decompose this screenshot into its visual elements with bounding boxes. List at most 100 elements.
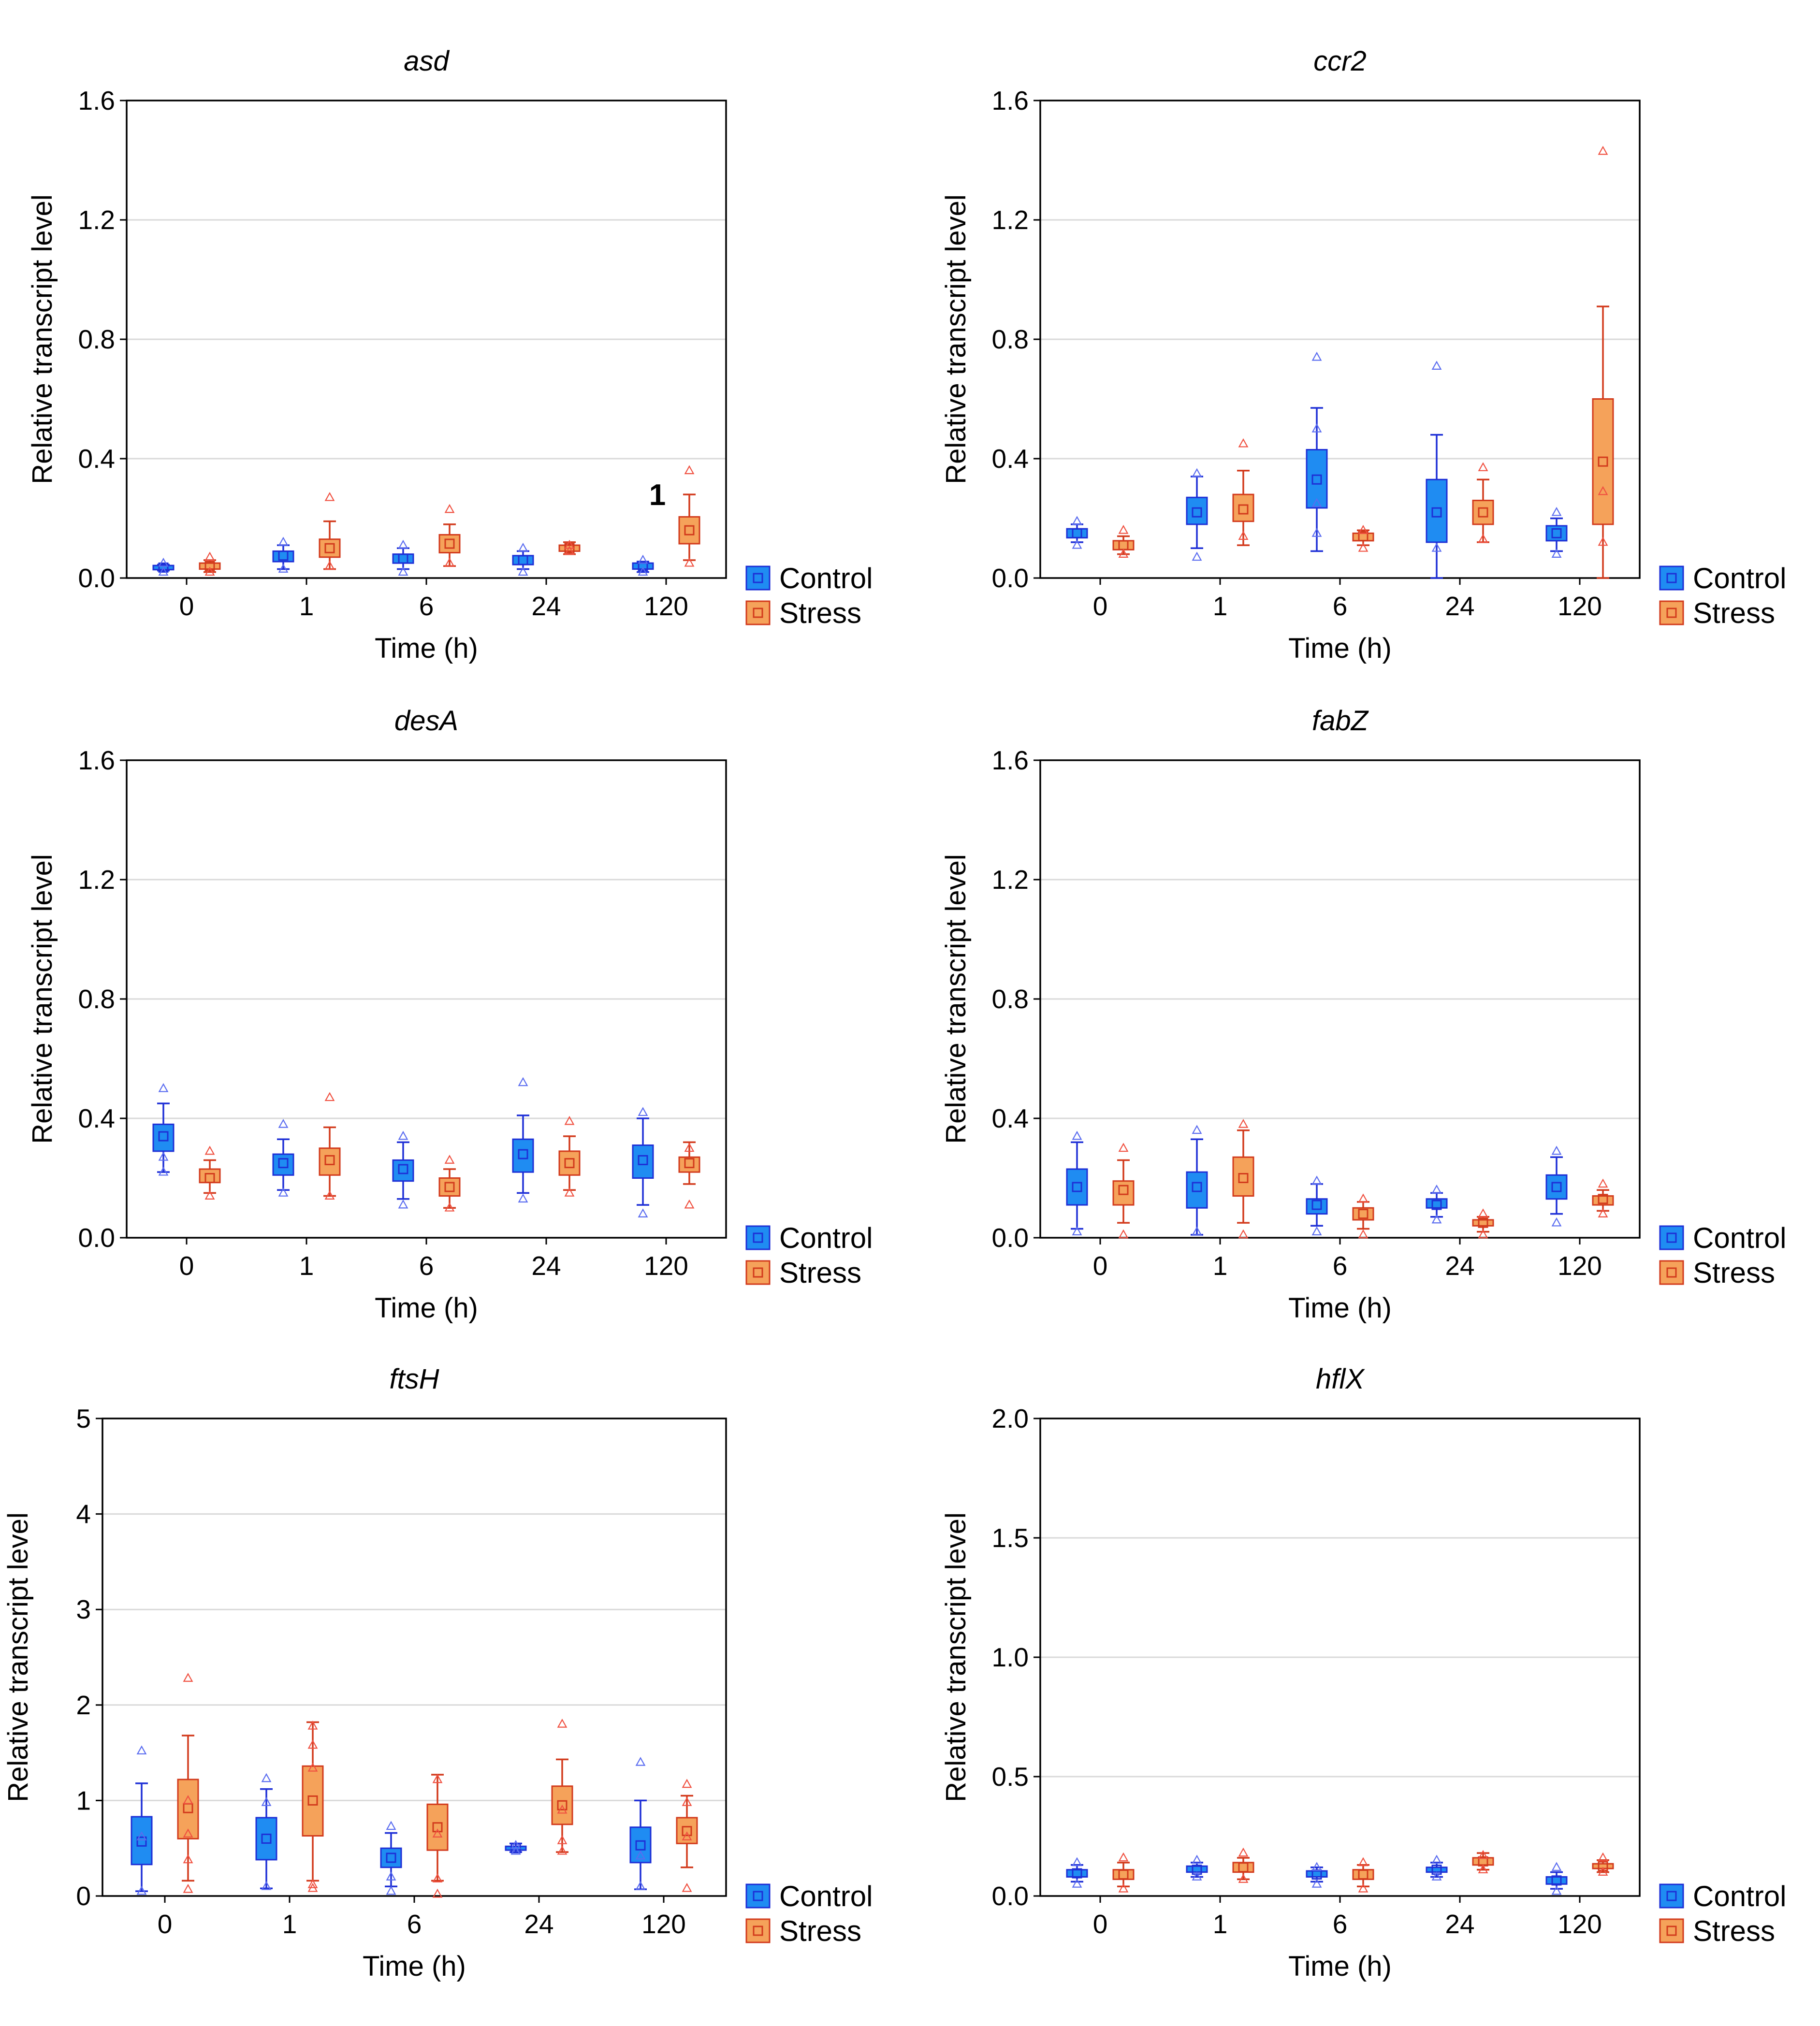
data-point [136, 1885, 147, 1895]
box-stress-1 [319, 492, 341, 570]
box-control-1 [272, 1119, 294, 1197]
x-axis-label: Time (h) [1288, 1292, 1392, 1324]
data-point [158, 1152, 169, 1161]
x-tick-label: 120 [1558, 591, 1602, 621]
mean-marker [1431, 1865, 1442, 1875]
data-point [1238, 1874, 1249, 1883]
data-point [444, 1202, 455, 1212]
box-body [676, 1817, 698, 1844]
data-point [1118, 1229, 1129, 1239]
data-point [1598, 536, 1608, 546]
x-tick-label: 1 [282, 1909, 297, 1939]
data-point [1551, 506, 1562, 516]
mean-marker [1238, 504, 1249, 515]
y-tick-label: 1.6 [992, 86, 1029, 116]
data-point [684, 1143, 695, 1152]
mean-marker [432, 1822, 443, 1833]
y-tick-label: 2 [76, 1690, 91, 1720]
box-body [629, 1826, 652, 1864]
box-stress-24 [558, 1115, 581, 1197]
legend-swatch-stress [1659, 600, 1684, 625]
data-point [261, 1773, 272, 1782]
data-point [183, 1854, 193, 1864]
data-point [307, 1762, 318, 1772]
data-point [1238, 1847, 1249, 1857]
x-tick-label: 6 [419, 1251, 434, 1281]
data-point [1311, 1226, 1322, 1236]
mean-marker [158, 1131, 169, 1142]
annotation-label: 1 [649, 478, 666, 512]
x-tick-label: 0 [158, 1909, 173, 1939]
legend-mean-marker [753, 608, 763, 618]
box-control-6 [392, 1130, 414, 1209]
mean-marker [1072, 1182, 1082, 1192]
data-point [1192, 1854, 1202, 1864]
data-point [1072, 516, 1082, 525]
box-body [1426, 478, 1448, 543]
box-control-6 [1306, 1862, 1328, 1888]
data-point [564, 1187, 575, 1197]
mean-marker [204, 561, 215, 571]
box-body [1306, 1870, 1328, 1878]
legend-mean-marker [753, 1891, 763, 1901]
data-point [183, 1673, 193, 1682]
y-tick-label: 0.4 [78, 444, 115, 474]
x-tick-label: 1 [299, 591, 314, 621]
data-point [278, 564, 289, 573]
data-point [1358, 1883, 1369, 1893]
box-stress-1 [1232, 1847, 1254, 1883]
data-point [1238, 1229, 1249, 1239]
x-tick-label: 0 [179, 591, 194, 621]
box-body [1426, 1867, 1448, 1873]
y-tick-label: 3 [76, 1594, 91, 1624]
box-stress-6 [1352, 524, 1374, 552]
data-point [307, 1739, 318, 1749]
data-point [278, 1187, 289, 1197]
data-point [204, 551, 215, 561]
box-control-0 [1066, 516, 1088, 549]
box-stress-1 [302, 1721, 324, 1892]
data-point [518, 566, 528, 576]
data-point [1431, 1214, 1442, 1224]
x-tick-label: 6 [1333, 1909, 1348, 1939]
mean-marker [1358, 531, 1369, 542]
box-body [319, 1147, 341, 1176]
y-tick-label: 1.6 [992, 745, 1029, 775]
data-point [635, 1757, 646, 1766]
data-point [1192, 1125, 1202, 1134]
box-stress-120 [1592, 145, 1614, 579]
data-point [638, 1208, 648, 1217]
mean-marker [638, 1155, 648, 1165]
chart-panel-ftsH: 0 1 2 3 4 5 0 1 6 24 120 ftsH Time (h) Relative trans… [2, 1363, 873, 1982]
y-tick-label: 0.0 [78, 1223, 115, 1253]
box-body [1545, 1174, 1568, 1200]
mean-marker [638, 561, 648, 571]
data-point [1598, 1178, 1608, 1188]
box-control-120 [632, 554, 654, 576]
box-body [392, 1159, 414, 1182]
y-axis-label: Relative transcript level [940, 1512, 972, 1802]
x-tick-label: 120 [644, 591, 688, 621]
data-point [261, 1797, 272, 1806]
data-point [1192, 551, 1202, 561]
y-tick-label: 0.0 [992, 1223, 1029, 1253]
data-point [1598, 486, 1608, 495]
mean-marker [635, 1840, 646, 1851]
y-tick-label: 0.0 [78, 563, 115, 593]
box-control-6 [392, 539, 414, 576]
data-point [307, 1721, 318, 1730]
legend-swatch-stress [745, 1918, 771, 1943]
data-point [557, 1835, 568, 1844]
box-body [319, 538, 341, 558]
chart-title: hflX [1316, 1363, 1365, 1395]
data-point [557, 1804, 568, 1814]
mean-marker [1311, 474, 1322, 485]
data-point [432, 1828, 443, 1838]
x-tick-label: 120 [1558, 1909, 1602, 1939]
mean-marker [1118, 1869, 1129, 1880]
data-point [1358, 1857, 1369, 1867]
box-stress-120 [1592, 1178, 1614, 1217]
mean-marker [1478, 1217, 1488, 1228]
box-body [438, 534, 461, 554]
